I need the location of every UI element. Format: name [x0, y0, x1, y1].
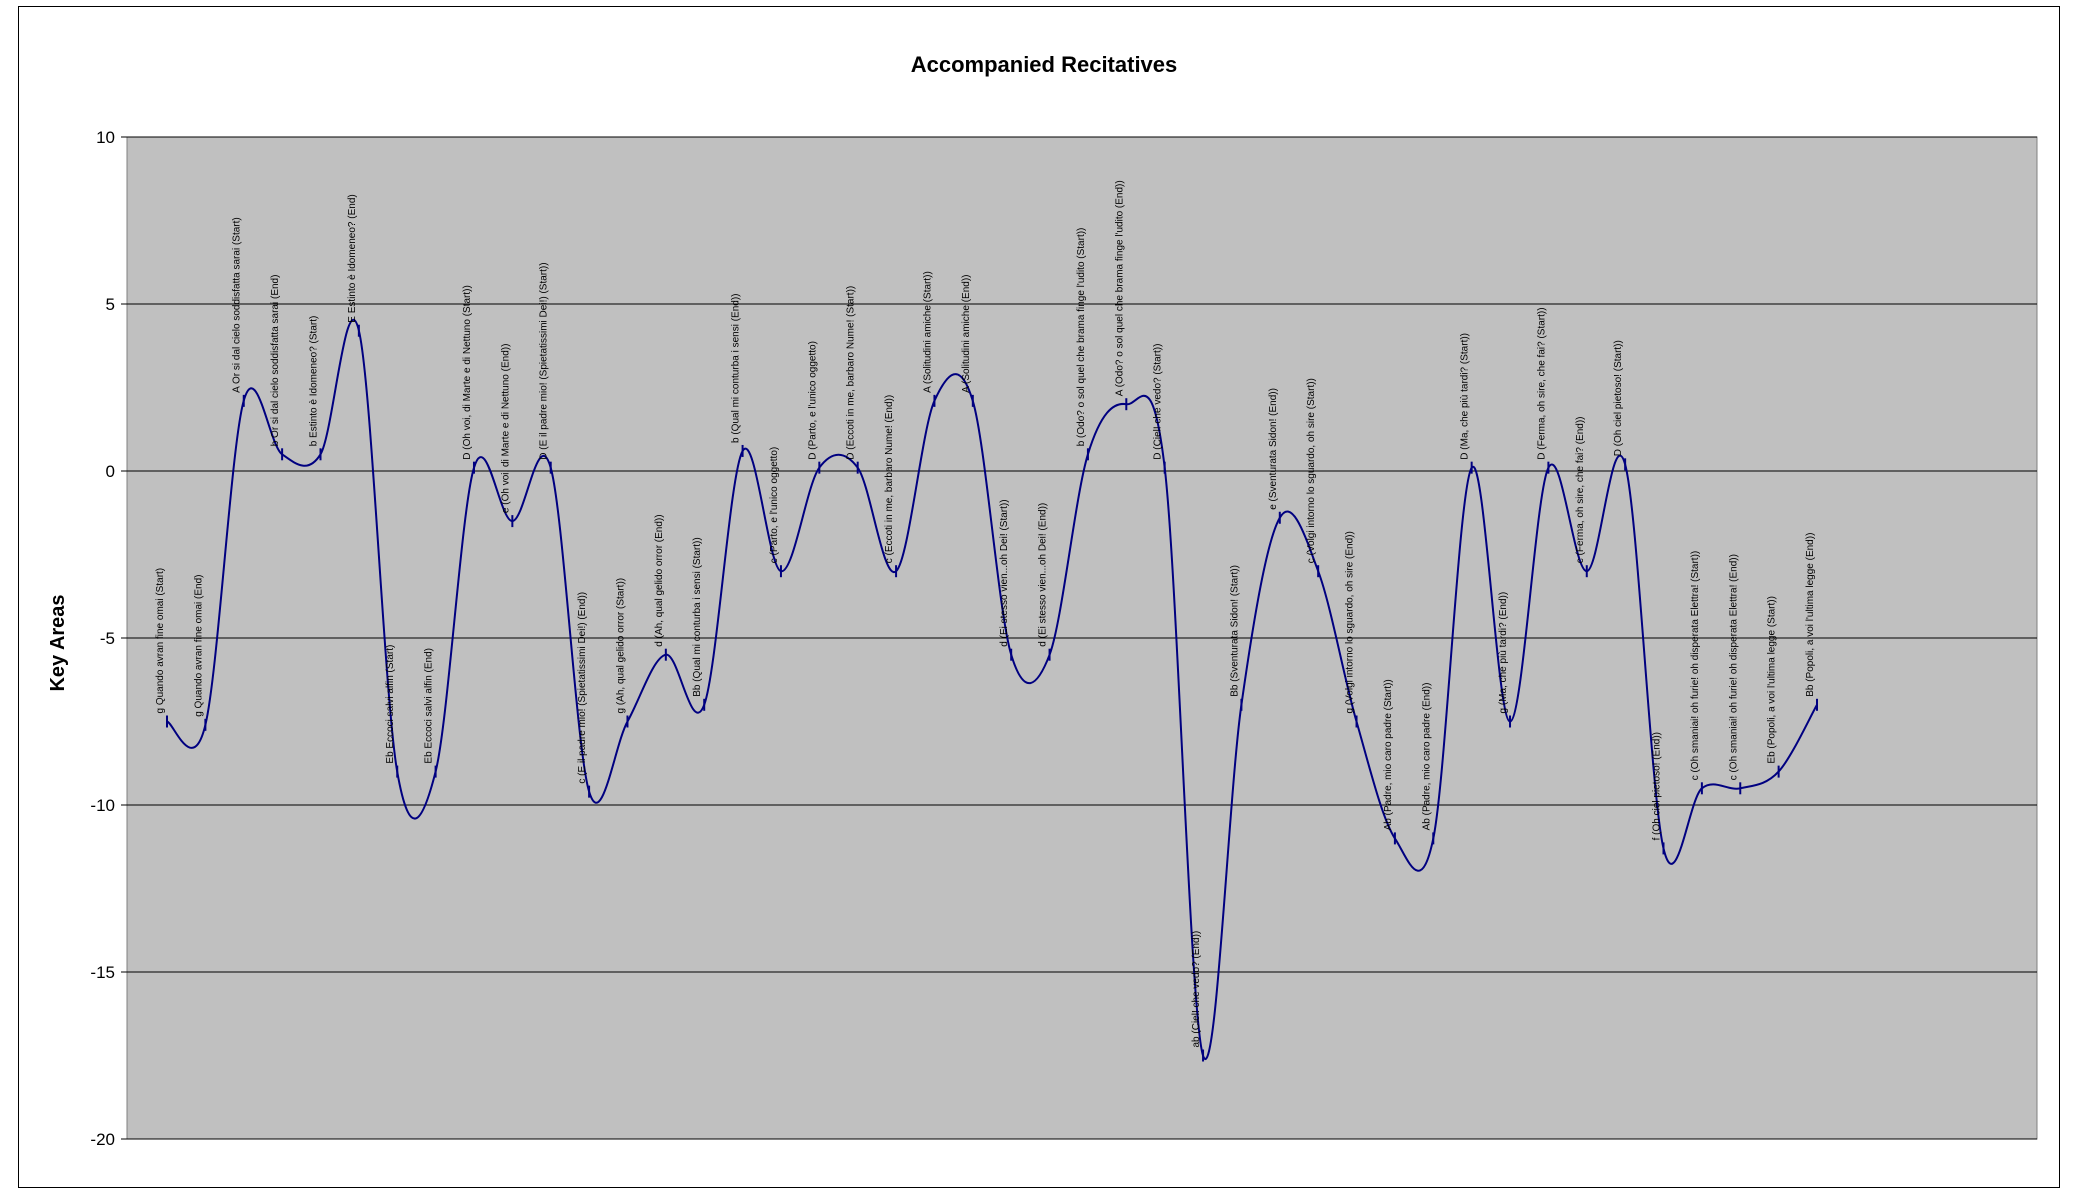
data-label: c (Eccoti in me, barbaro Nume! (End)): [884, 395, 895, 563]
data-label: Eb Eccoci salvi alfin (End): [424, 648, 435, 764]
data-label: Ab (Padre, mio caro padre (End)): [1421, 683, 1432, 831]
data-label: ab (Ciel! che vedo? (End)): [1191, 931, 1202, 1048]
data-label: E Estinto è Idomeneo? (End): [347, 194, 358, 322]
data-label: Eb (Popoli, a voi l'ultima legge (Start)…: [1767, 596, 1778, 764]
data-label: d (Ah, qual gelido orror (End)): [654, 514, 665, 646]
y-tick-label: 10: [96, 128, 115, 147]
data-label: D (Ciel! che vedo? (Start)): [1153, 344, 1164, 460]
data-labels: g Quando avran fine omai (Start) g Quando…: [155, 180, 1816, 1047]
data-label: g Quando avran fine omai (Start): [155, 568, 166, 714]
data-label: A (Solitudini amiche (Start)): [922, 271, 933, 393]
gridlines: [127, 136, 2037, 1140]
data-label: g Quando avran fine omai (End): [193, 574, 204, 716]
chart-title: Accompanied Recitatives: [911, 52, 1178, 77]
y-tick-label: -15: [90, 963, 115, 982]
data-label: d (Ei stesso vien...oh Dei! (End)): [1038, 503, 1049, 647]
data-label: D (Oh voi, di Marte e di Nettuno (Start)…: [462, 285, 473, 460]
data-label: d (Ei stesso vien...oh Dei! (Start)): [999, 499, 1010, 646]
data-label: e (Sventurata Sidon! (End)): [1268, 388, 1279, 510]
data-label: b Or si dal cielo soddisfatta sarai (End…: [270, 275, 281, 447]
data-label: c (E il padre mio! (Spietatissimi Dei!) …: [577, 592, 588, 784]
data-label: g (Volgi intorno lo sguardo, oh sire (En…: [1345, 531, 1356, 713]
data-label: D (Parto, e l'unico oggetto): [807, 341, 818, 460]
data-label: c (Ferma, oh sire, che fai? (End)): [1575, 416, 1586, 563]
data-markers: [166, 324, 1818, 1062]
data-label: Eb Eccoci salvi alfin (Start): [385, 645, 396, 764]
y-tick-label: -20: [90, 1130, 115, 1149]
data-label: D (Ma, che più tardi? (Start)): [1460, 333, 1471, 460]
data-label: Bb (Sventurata Sidon! (Start)): [1229, 565, 1240, 697]
data-label: b Estinto è Idomeneo? (Start): [309, 316, 320, 447]
data-label: Bb (Popoli, a voi l'ultima legge (End)): [1805, 533, 1816, 697]
chart-frame: Accompanied Recitatives Key Areas 10 5 0 -5…: [18, 6, 2060, 1188]
y-axis-ticks: 10 5 0 -5 -10 -15 -20: [90, 128, 127, 1149]
data-label: f (Oh ciel pietoso! (End)): [1652, 732, 1663, 840]
y-tick-label: 0: [106, 462, 115, 481]
data-label: D (E il padre mio! (Spietatissimi Dei!) …: [539, 262, 550, 459]
data-label: Bb (Qual mi conturba i sensi (Start)): [692, 537, 703, 697]
data-label: Ab (Padre, mio caro padre (Start)): [1383, 679, 1394, 830]
data-label: c (Oh smaniai! oh furie! oh disperata El…: [1690, 551, 1701, 781]
y-tick-label: -5: [100, 629, 115, 648]
y-tick-label: -10: [90, 796, 115, 815]
data-label: b (Qual mi conturba i sensi (End)): [731, 293, 742, 443]
data-label: b (Odo? o sol quel che brama finge l'udi…: [1076, 228, 1087, 447]
data-label: c (Oh smaniai! oh furie! oh disperata El…: [1728, 554, 1739, 780]
data-label: c (Parto, e l'unico oggetto): [769, 447, 780, 563]
y-tick-label: 5: [106, 295, 115, 314]
data-label: c (Volgi intorno lo sguardo, oh sire (St…: [1306, 378, 1317, 563]
data-label: D (Eccoti in me, barbaro Nume! (Start)): [846, 286, 857, 460]
data-label: g (Ma, che più tardi? (End)): [1498, 592, 1509, 714]
y-axis-label: Key Areas: [47, 594, 69, 691]
data-label: e (Oh voi, di Marte e di Nettuno (End)): [500, 344, 511, 514]
data-label: A (Odo? o sol quel che brama finge l'udi…: [1114, 180, 1125, 396]
chart: Accompanied Recitatives Key Areas 10 5 0 -5…: [47, 52, 2038, 1149]
data-label: A (Solitudini amiche (End)): [961, 275, 972, 393]
data-label: D (Oh ciel pietoso! (Start)): [1613, 340, 1624, 456]
data-label: D (Ferma, oh sire, che fai? (Start)): [1536, 307, 1547, 459]
data-label: A Or si dal cielo soddisfatta sarai (Sta…: [232, 217, 243, 393]
data-label: g (Ah, qual gelido orror (Start)): [616, 578, 627, 714]
